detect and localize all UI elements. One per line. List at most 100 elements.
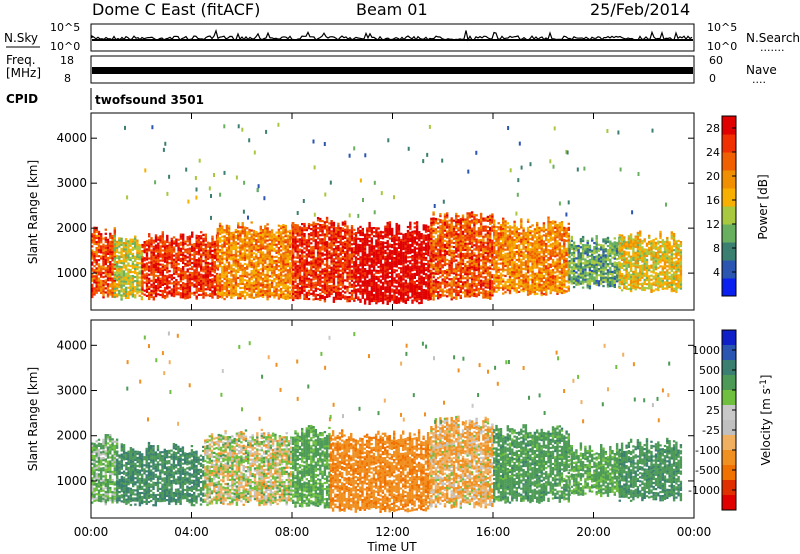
heatmap-cell bbox=[346, 231, 349, 234]
heatmap-cell bbox=[115, 287, 119, 290]
heatmap-cell bbox=[319, 217, 322, 221]
heatmap-cell bbox=[361, 256, 364, 259]
heatmap-cell bbox=[459, 240, 462, 243]
heatmap-cell bbox=[363, 251, 367, 254]
heatmap-cell bbox=[391, 233, 394, 237]
heatmap-cell bbox=[266, 227, 269, 230]
heatmap-cell bbox=[286, 263, 290, 266]
heatmap-cell bbox=[379, 275, 383, 278]
heatmap-cell bbox=[420, 255, 423, 258]
heatmap-cell bbox=[415, 290, 419, 293]
heatmap-cell bbox=[418, 243, 421, 246]
heatmap-cell bbox=[273, 280, 276, 283]
heatmap-cell bbox=[348, 249, 351, 252]
heatmap-cell bbox=[348, 271, 351, 274]
heatmap-cell bbox=[202, 237, 205, 240]
heatmap-cell bbox=[337, 224, 340, 227]
heatmap-cell bbox=[91, 289, 94, 292]
heatmap-cell bbox=[154, 290, 158, 294]
heatmap-cell bbox=[310, 234, 313, 237]
heatmap-cell bbox=[243, 283, 247, 286]
heatmap-cell bbox=[259, 248, 262, 251]
heatmap-cell bbox=[193, 259, 196, 262]
heatmap-cell bbox=[325, 218, 329, 222]
heatmap-cell bbox=[145, 242, 149, 245]
heatmap-cell bbox=[243, 232, 247, 235]
heatmap-cell bbox=[216, 254, 219, 257]
heatmap-cell bbox=[457, 223, 460, 226]
heatmap-cell bbox=[193, 249, 196, 252]
heatmap-cell bbox=[468, 212, 471, 215]
heatmap-cell bbox=[264, 233, 267, 236]
heatmap-cell bbox=[468, 254, 471, 257]
heatmap-cell bbox=[328, 252, 331, 255]
heatmap-cell bbox=[246, 281, 249, 284]
heatmap-cell bbox=[386, 254, 389, 257]
heatmap-cell bbox=[122, 270, 126, 273]
heatmap-cell bbox=[372, 285, 376, 288]
heatmap-cell bbox=[368, 221, 371, 225]
heatmap-cell bbox=[429, 298, 432, 301]
heatmap-cell bbox=[363, 290, 367, 293]
heatmap-cell bbox=[266, 275, 269, 279]
heatmap-cell bbox=[350, 283, 354, 286]
heatmap-cell bbox=[298, 226, 302, 229]
heatmap-cell bbox=[118, 277, 121, 280]
heatmap-cell bbox=[464, 267, 467, 270]
heatmap-cell bbox=[357, 251, 360, 254]
heatmap-cell bbox=[268, 238, 271, 241]
heatmap-cell bbox=[239, 232, 242, 235]
heatmap-cell bbox=[225, 259, 229, 262]
heatmap-cell bbox=[459, 266, 462, 269]
heatmap-cell bbox=[127, 276, 130, 279]
heatmap-cell bbox=[109, 261, 112, 264]
heatmap-cell bbox=[296, 260, 299, 263]
heatmap-cell bbox=[402, 251, 405, 255]
heatmap-cell bbox=[339, 231, 342, 234]
heatmap-cell bbox=[314, 295, 317, 298]
heatmap-cell bbox=[316, 245, 320, 248]
heatmap-cell bbox=[344, 242, 347, 246]
heatmap-cell bbox=[257, 263, 260, 266]
heatmap-cell bbox=[386, 234, 389, 237]
heatmap-cell bbox=[232, 243, 235, 246]
heatmap-cell bbox=[127, 242, 130, 245]
heatmap-cell bbox=[232, 288, 235, 291]
heatmap-cell bbox=[468, 260, 471, 264]
heatmap-cell bbox=[150, 267, 153, 270]
heatmap-cell bbox=[468, 220, 471, 223]
heatmap-cell bbox=[248, 281, 251, 284]
heatmap-cell bbox=[386, 276, 389, 279]
heatmap-cell bbox=[124, 292, 128, 295]
heatmap-cell bbox=[95, 255, 98, 258]
heatmap-cell bbox=[179, 237, 183, 240]
heatmap-cell bbox=[232, 276, 235, 279]
heatmap-cell bbox=[127, 254, 130, 257]
heatmap-cell bbox=[321, 246, 324, 249]
heatmap-cell bbox=[289, 292, 292, 295]
heatmap-cell bbox=[314, 243, 317, 246]
heatmap-cell bbox=[330, 224, 333, 227]
heatmap-cell bbox=[368, 250, 371, 253]
heatmap-cell bbox=[113, 273, 116, 276]
heatmap-cell bbox=[227, 271, 231, 274]
heatmap-cell bbox=[106, 265, 110, 268]
heatmap-cell bbox=[223, 241, 226, 244]
heatmap-cell bbox=[384, 298, 387, 301]
heatmap-cell bbox=[450, 255, 453, 258]
heatmap-cell bbox=[239, 254, 242, 257]
heatmap-cell bbox=[166, 291, 169, 294]
heatmap-cell bbox=[230, 272, 233, 275]
heatmap-cell bbox=[225, 287, 229, 290]
heatmap-cell bbox=[384, 225, 387, 228]
heatmap-cell bbox=[395, 253, 398, 256]
heatmap-cell bbox=[152, 284, 155, 287]
heatmap-cell bbox=[273, 288, 276, 291]
heatmap-cell bbox=[206, 265, 210, 269]
heatmap-cell bbox=[209, 282, 212, 285]
heatmap-cell bbox=[461, 232, 465, 235]
heatmap-cell bbox=[459, 236, 462, 239]
heatmap-cell bbox=[312, 262, 315, 265]
heatmap-cell bbox=[261, 281, 265, 284]
heatmap-cell bbox=[218, 232, 222, 235]
